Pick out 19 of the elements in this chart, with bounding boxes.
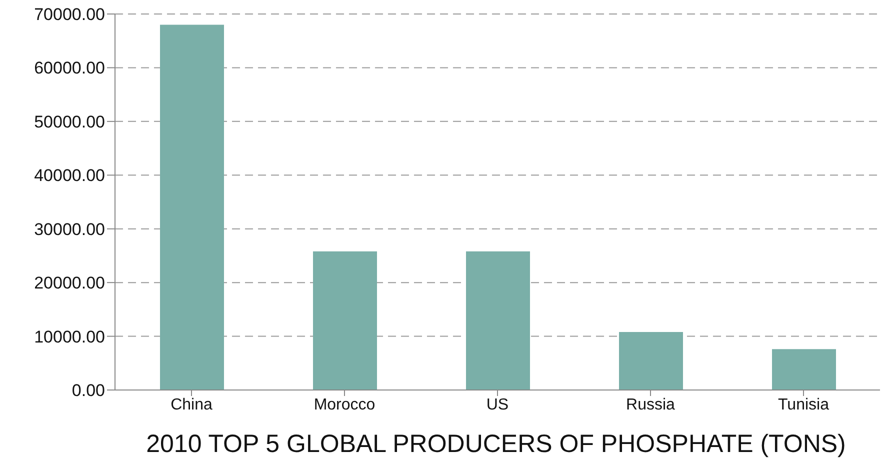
y-tick-label: 10000.00 [34, 327, 105, 346]
y-tick-label: 60000.00 [34, 58, 105, 78]
y-tick-label: 0.00 [72, 381, 105, 400]
x-tick-label: Morocco [314, 396, 376, 414]
y-tick-label: 70000.00 [34, 5, 105, 24]
y-tick-label: 20000.00 [34, 274, 105, 293]
x-tick-label: Tunisia [778, 396, 830, 414]
text: 2010 TOP 5 GLOBAL PRODUCERS OF PHOSPHATE (TONS) [145, 430, 847, 459]
bar [466, 251, 530, 390]
bar [160, 24, 224, 390]
y-tick-label: 50000.00 [34, 112, 105, 132]
bar [313, 251, 377, 390]
bar [619, 332, 683, 390]
x-tick-label: US [486, 396, 509, 414]
y-tick-label: 30000.00 [34, 220, 105, 239]
x-tick-label: China [170, 396, 212, 414]
y-tick-label: 40000.00 [34, 166, 105, 186]
x-tick-label: Russia [626, 396, 676, 414]
bar [772, 349, 836, 390]
